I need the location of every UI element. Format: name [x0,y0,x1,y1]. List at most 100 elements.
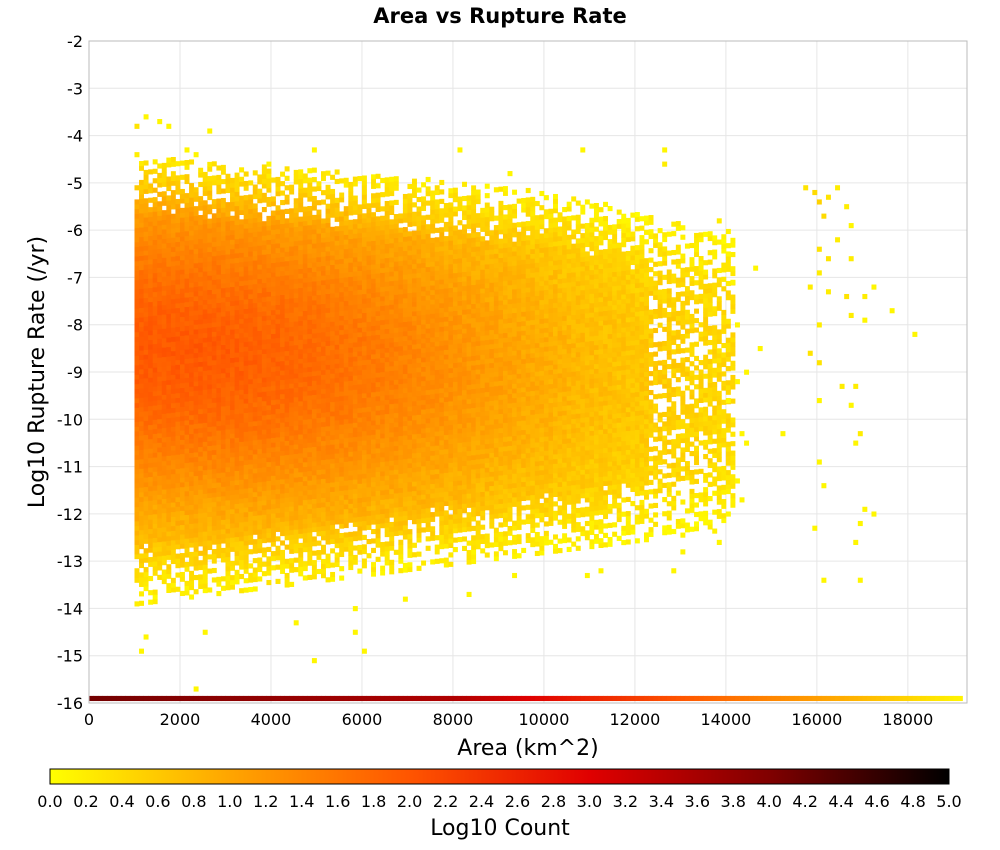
heatmap-cell [334,372,340,378]
heatmap-cell [348,479,354,485]
heatmap-cell [166,427,172,433]
heatmap-cell [352,413,358,419]
heatmap-cell [407,306,413,312]
heatmap-cell [179,472,185,478]
heatmap-cell [375,396,381,402]
heatmap-cell [334,453,340,459]
heatmap-cell [407,335,413,341]
heatmap-cell [252,227,258,233]
heatmap-cell [134,421,140,427]
heatmap-cell [339,419,345,425]
heatmap-cell [402,387,408,393]
heatmap-cell [166,379,172,385]
heatmap-cell [202,223,208,230]
heatmap-cell [143,302,149,308]
heatmap-cell [157,541,163,547]
heatmap-cell [375,429,381,435]
heatmap-cell [211,459,217,465]
heatmap-cell [152,390,158,397]
heatmap-cell [311,233,317,239]
heatmap-cell [266,248,272,255]
heatmap-cell [384,498,390,505]
heatmap-cell [266,546,272,553]
heatmap-cell [161,446,167,452]
heatmap-cell [375,400,381,406]
heatmap-cell [375,254,381,260]
heatmap-cell [248,312,254,318]
heatmap-cell [198,172,204,178]
heatmap-cell [243,417,249,423]
heatmap-cell [330,449,336,455]
heatmap-cell [202,469,208,475]
heatmap-cell [311,399,317,405]
heatmap-cell [257,297,263,303]
heatmap-cell [216,425,222,431]
heatmap-cell [220,547,226,554]
heatmap-cell [193,381,199,387]
heatmap-cell [343,366,349,373]
heatmap-cell [202,465,208,471]
heatmap-cell [325,288,331,294]
heatmap-cell [189,287,195,293]
heatmap-cell [230,395,235,401]
heatmap-cell [170,502,176,508]
heatmap-cell [380,518,386,524]
heatmap-cell [207,265,213,272]
heatmap-cell [216,387,222,393]
heatmap-cell [143,533,149,540]
heatmap-cell [211,322,217,328]
heatmap-cell [134,289,140,295]
heatmap-cell [134,336,140,342]
heatmap-cell [261,533,267,539]
heatmap-cell [334,197,340,203]
heatmap-cell [266,305,272,311]
heatmap-cell [184,476,190,482]
heatmap-cell [257,363,263,369]
heatmap-cell [170,341,176,347]
heatmap-cell [261,509,267,515]
heatmap-cell [402,463,408,469]
heatmap-cell [161,366,167,372]
heatmap-cell [307,272,313,278]
heatmap-cell [384,243,390,249]
heatmap-cell [134,407,140,413]
heatmap-cell [348,560,354,566]
heatmap-cell [407,321,413,327]
heatmap-cell [266,348,272,354]
heatmap-cell [389,408,395,414]
heatmap-cell [321,398,326,404]
heatmap-cell [239,294,245,301]
heatmap-cell [389,328,395,334]
heatmap-cell [189,353,195,359]
heatmap-cell [239,356,245,362]
heatmap-cell [371,562,376,568]
heatmap-cell [307,253,313,259]
heatmap-cell [275,432,281,438]
heatmap-cell [152,542,158,548]
heatmap-cell [161,229,167,235]
heatmap-cell [389,181,395,187]
heatmap-cell [348,451,354,457]
heatmap-cell [334,491,340,497]
heatmap-cell [252,260,258,266]
heatmap-cell [384,479,390,486]
heatmap-cell [202,436,208,442]
heatmap-cell [311,281,317,287]
heatmap-cell [298,278,304,284]
heatmap-cell [352,233,358,239]
heatmap-cell [266,225,272,231]
heatmap-cell [139,161,144,167]
heatmap-cell [334,287,340,293]
heatmap-cell [293,302,299,308]
heatmap-cell [293,354,299,360]
heatmap-cell [343,376,349,382]
heatmap-cell [161,238,167,244]
heatmap-cell [307,224,313,231]
heatmap-cell [289,439,295,446]
heatmap-cell [398,383,404,389]
heatmap-cell [152,239,158,245]
heatmap-cell [366,515,372,521]
heatmap-cell [398,355,404,361]
heatmap-cell [243,436,249,442]
heatmap-cell [357,360,363,366]
